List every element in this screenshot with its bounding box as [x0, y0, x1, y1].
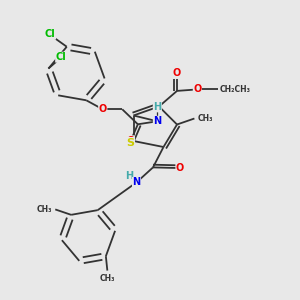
Text: Cl: Cl	[45, 29, 56, 39]
Text: O: O	[126, 136, 134, 146]
Text: CH₂CH₃: CH₂CH₃	[219, 85, 250, 94]
Text: N: N	[132, 177, 141, 188]
Text: H: H	[153, 102, 161, 112]
Text: S: S	[127, 137, 134, 148]
Text: CH₃: CH₃	[100, 274, 115, 283]
Text: Cl: Cl	[56, 52, 66, 62]
Text: H: H	[125, 171, 133, 182]
Text: O: O	[173, 68, 181, 79]
Text: CH₃: CH₃	[36, 205, 52, 214]
Text: O: O	[193, 84, 202, 94]
Text: O: O	[176, 163, 184, 173]
Text: CH₃: CH₃	[197, 114, 213, 123]
Text: O: O	[99, 104, 107, 114]
Text: N: N	[153, 116, 161, 126]
